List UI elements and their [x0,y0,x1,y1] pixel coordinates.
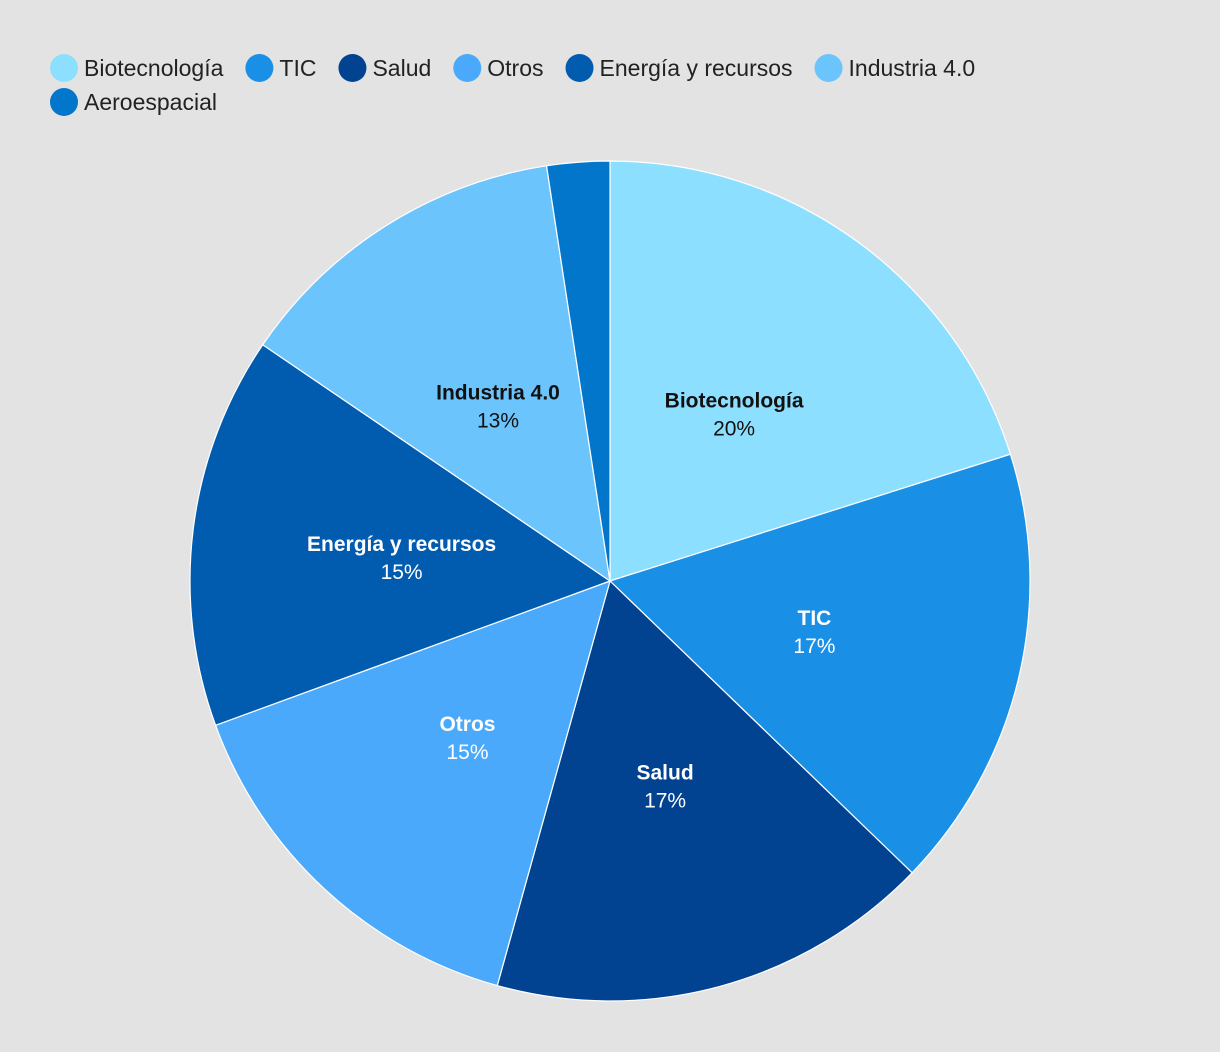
legend-label-aeroespacial: Aeroespacial [84,89,217,115]
legend: Biotecnología TIC Salud Otros Energía y recu… [50,54,975,116]
slice-labels: Biotecnología 20% TIC 17% Salud 17% Otros 15% En… [307,381,835,812]
slice-label-salud: Salud [637,762,694,785]
legend-label-energia-y-recursos: Energía y recursos [600,55,793,81]
slice-percent-energia-y-recursos: 15% [381,561,423,584]
legend-label-industria-4-0: Industria 4.0 [849,55,976,81]
pie-slice-energia-y-recursos [189,343,612,727]
legend-swatch-otros [453,54,482,82]
legend-swatch-salud [338,54,367,82]
pie-slice-biotecnologia [609,160,1012,582]
slice-label-industria-4-0: Industria 4.0 [436,381,560,404]
pie-slice-otros [214,580,611,987]
slice-percent-industria-4-0: 13% [477,409,519,432]
legend-label-tic: TIC [279,55,316,81]
slice-label-energia-y-recursos: Energía y recursos [307,533,496,556]
pie-slice-industria-4-0 [261,165,611,583]
legend-label-salud: Salud [372,55,431,81]
legend-swatch-energia-y-recursos [565,54,594,82]
pie-slice-aeroespacial [545,160,611,582]
slice-percent-biotecnologia: 20% [713,418,755,441]
legend-swatch-biotecnologia [50,54,78,82]
legend-label-otros: Otros [487,55,543,81]
legend-label-biotecnologia: Biotecnología [84,55,224,81]
pie-slice-tic [608,453,1031,874]
pie-slices [189,160,1031,1002]
slice-label-biotecnologia: Biotecnología [665,390,804,413]
slice-label-otros: Otros [439,713,495,736]
legend-swatch-aeroespacial [50,88,78,116]
legend-swatch-industria-4-0 [814,54,843,82]
slice-percent-otros: 15% [446,741,488,764]
legend-swatch-tic [245,54,274,82]
slice-label-tic: TIC [798,607,832,630]
slice-percent-tic: 17% [793,635,835,658]
slice-percent-salud: 17% [644,790,686,813]
pie-slice-salud [496,579,913,1002]
